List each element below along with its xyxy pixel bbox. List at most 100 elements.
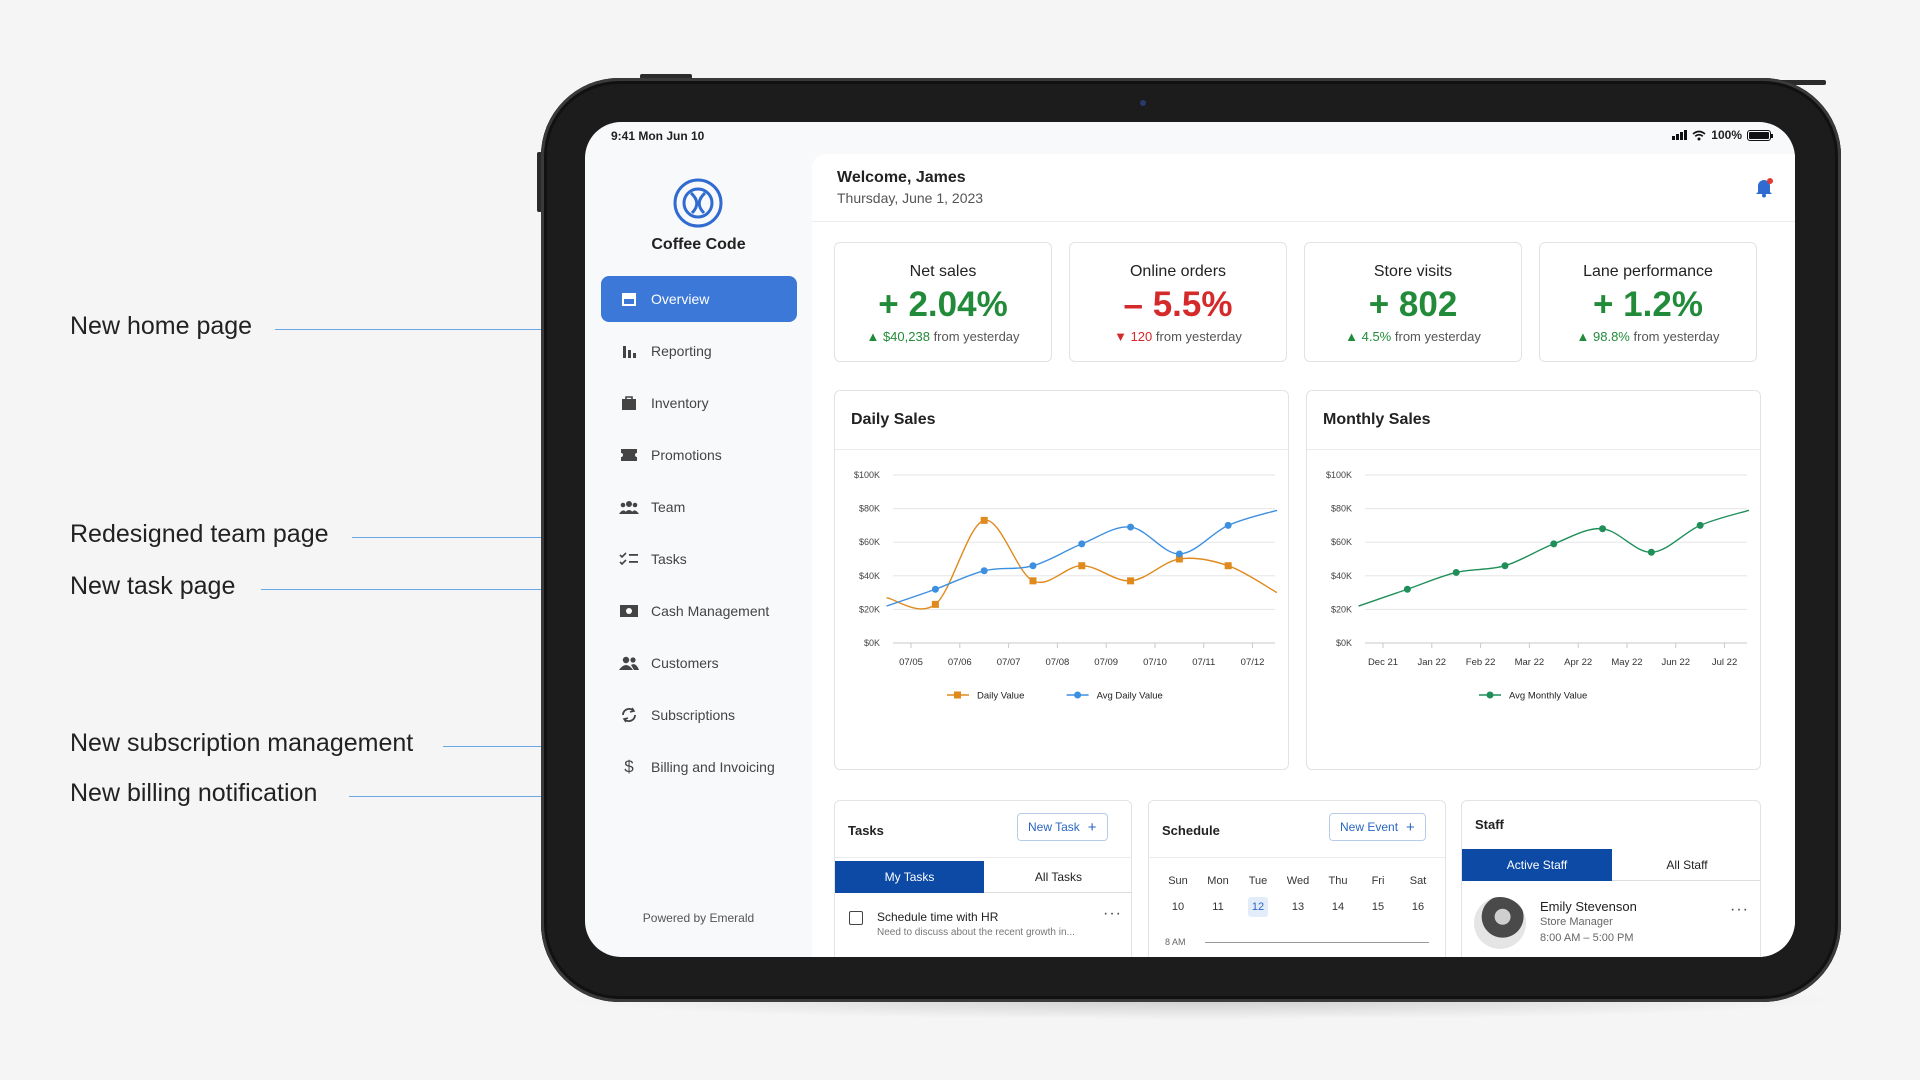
kpi-title: Net sales (909, 263, 977, 280)
task-checkbox[interactable] (849, 911, 863, 925)
coffee-code-logo-icon (673, 178, 723, 228)
data-point (1175, 550, 1183, 558)
legend-label: Avg Monthly Value (1509, 691, 1587, 702)
store-icon (619, 289, 639, 309)
tablet-screen: 9:41 Mon Jun 10 100% Coffee Code (585, 122, 1795, 957)
sidebar-item-reporting[interactable]: Reporting (601, 328, 797, 374)
callout-label: New home page (70, 312, 253, 340)
trend-up-icon: ▲ (866, 329, 883, 344)
new-task-button[interactable]: New Task + (1017, 813, 1108, 841)
calendar-date-selected[interactable]: 12 (1248, 897, 1268, 917)
calendar-date[interactable]: 10 (1171, 901, 1185, 913)
y-tick-label: $40K (859, 571, 880, 581)
card-divider (835, 857, 1131, 858)
data-point (1647, 548, 1655, 556)
plus-icon: + (1087, 818, 1097, 836)
data-point (980, 516, 988, 524)
sidebar-item-tasks[interactable]: Tasks (601, 536, 797, 582)
calendar-date[interactable]: 13 (1291, 901, 1305, 913)
x-tick-label: Jan 22 (1418, 657, 1447, 668)
sidebar-item-label: Reporting (651, 343, 712, 359)
sidebar-item-label: Cash Management (651, 603, 770, 619)
staff-hours: 8:00 AM – 5:00 PM (1540, 932, 1634, 944)
notification-bell-icon[interactable] (1753, 176, 1775, 198)
kpi-lane-performance[interactable]: Lane performance + 1.2% ▲ 98.8% from yes… (1539, 242, 1757, 362)
x-tick-label: 07/12 (1241, 657, 1265, 668)
daily-sales-chart: $0K $20K $40K $60K $80K $100K 07/05 07/06 07/07 0… (854, 470, 1278, 702)
card-divider (835, 449, 1288, 450)
customers-icon (619, 653, 639, 673)
plus-icon: + (1406, 818, 1415, 836)
staff-title: Staff (1475, 817, 1504, 832)
calendar-weekday: Sun (1168, 875, 1188, 887)
y-tick-label: $100K (1326, 470, 1352, 480)
sidebar-item-label: Promotions (651, 447, 722, 463)
sidebar-item-customers[interactable]: Customers (601, 640, 797, 686)
callout-label: New task page (70, 572, 236, 600)
x-tick-label: 07/09 (1094, 657, 1118, 668)
device-top-button (640, 74, 692, 79)
sync-icon (619, 705, 639, 725)
callout-line (261, 589, 600, 590)
trend-down-icon: ▼ (1114, 329, 1131, 344)
calendar-date[interactable]: 11 (1212, 901, 1224, 913)
more-options-icon[interactable]: ··· (1103, 905, 1122, 922)
sidebar-item-inventory[interactable]: Inventory (601, 380, 797, 426)
kpi-value: + 1.2% (1593, 285, 1703, 324)
schedule-card: Schedule New Event + Sun Mon Tue Wed Thu … (1148, 800, 1446, 957)
tab-active-staff[interactable]: Active Staff (1462, 849, 1612, 881)
callout-line (443, 746, 600, 747)
checklist-icon (619, 549, 639, 569)
sidebar: Coffee Code Overview Reporting Inventory… (585, 154, 812, 957)
tab-all-staff[interactable]: All Staff (1612, 849, 1760, 881)
calendar-date[interactable]: 14 (1331, 901, 1345, 913)
data-point (1127, 523, 1135, 531)
tab-all-tasks[interactable]: All Tasks (984, 861, 1131, 893)
data-point (1501, 562, 1509, 570)
sidebar-item-overview[interactable]: Overview (601, 276, 797, 322)
ticket-icon (619, 445, 639, 465)
calendar-date[interactable]: 16 (1411, 901, 1425, 913)
front-camera (1140, 100, 1146, 106)
x-tick-label: Apr 22 (1564, 657, 1592, 668)
kpi-title: Online orders (1129, 263, 1227, 280)
more-options-icon[interactable]: ··· (1730, 901, 1749, 918)
legend-label: Daily Value (977, 691, 1024, 702)
data-point (1403, 585, 1411, 593)
sidebar-item-subscriptions[interactable]: Subscriptions (601, 692, 797, 738)
sidebar-item-label: Billing and Invoicing (651, 759, 775, 775)
bar-chart-icon (619, 341, 639, 361)
calendar-weekday: Tue (1248, 875, 1268, 887)
kpi-online-orders[interactable]: Online orders – 5.5% ▼ 120 from yesterda… (1069, 242, 1287, 362)
battery-percent: 100% (1711, 128, 1742, 142)
sidebar-item-billing[interactable]: $ Billing and Invoicing (601, 744, 797, 790)
tab-my-tasks[interactable]: My Tasks (835, 861, 984, 893)
x-tick-label: Feb 22 (1466, 657, 1496, 668)
data-point (1029, 577, 1037, 585)
new-event-button[interactable]: New Event + (1329, 813, 1426, 841)
chart-title: Monthly Sales (1323, 411, 1431, 428)
kpi-store-visits[interactable]: Store visits + 802 ▲ 4.5% from yesterday (1304, 242, 1522, 362)
device-top-button (1780, 80, 1826, 85)
data-point (1029, 562, 1037, 570)
callout-label: New billing notification (70, 779, 318, 807)
sidebar-item-promotions[interactable]: Promotions (601, 432, 797, 478)
kpi-value: + 802 (1368, 285, 1458, 324)
series-line (886, 519, 1278, 610)
current-date: Thursday, June 1, 2023 (837, 190, 984, 206)
y-tick-label: $20K (859, 604, 880, 614)
callout-line (352, 537, 600, 538)
data-point (1452, 568, 1460, 576)
kpi-net-sales[interactable]: Net sales + 2.04% ▲ $40,238 from yesterd… (834, 242, 1052, 362)
data-point (1696, 521, 1704, 529)
calendar-date[interactable]: 15 (1371, 901, 1385, 913)
sidebar-item-team[interactable]: Team (601, 484, 797, 530)
avatar (1474, 897, 1526, 949)
callout-label: Redesigned team page (70, 520, 329, 548)
sidebar-item-label: Inventory (651, 395, 709, 411)
legend-label: Avg Daily Value (1097, 691, 1163, 702)
schedule-title: Schedule (1162, 823, 1220, 838)
y-tick-label: $60K (1331, 537, 1352, 547)
sidebar-item-cash-management[interactable]: Cash Management (601, 588, 797, 634)
y-tick-label: $0K (1336, 638, 1352, 648)
